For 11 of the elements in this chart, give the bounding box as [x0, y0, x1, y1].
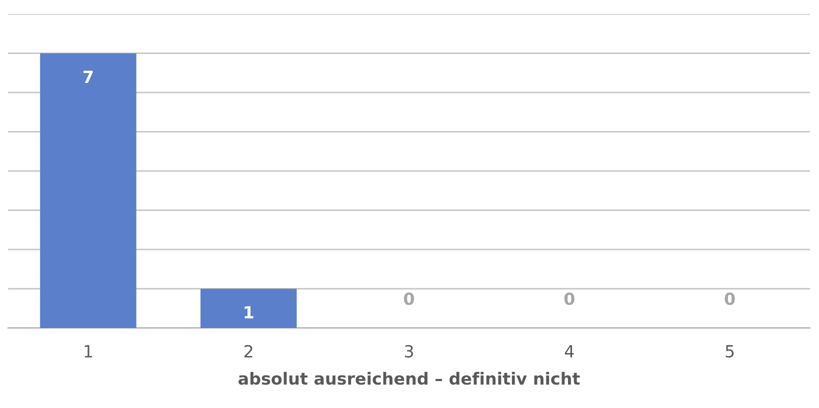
x-tick-label: 5: [726, 345, 734, 358]
data-label: 0: [404, 292, 414, 306]
x-tick-label: 2: [244, 344, 252, 358]
x-tick-label: 3: [404, 344, 413, 358]
x-axis-title: absolut ausreichend – definitiv nicht: [238, 372, 580, 385]
x-tick-label: 4: [564, 345, 574, 358]
x-tick-label: 1: [84, 345, 92, 358]
data-label: 7: [84, 70, 93, 83]
data-label: 0: [724, 292, 735, 306]
data-label: 0: [564, 292, 574, 306]
data-label: 1: [244, 306, 254, 318]
